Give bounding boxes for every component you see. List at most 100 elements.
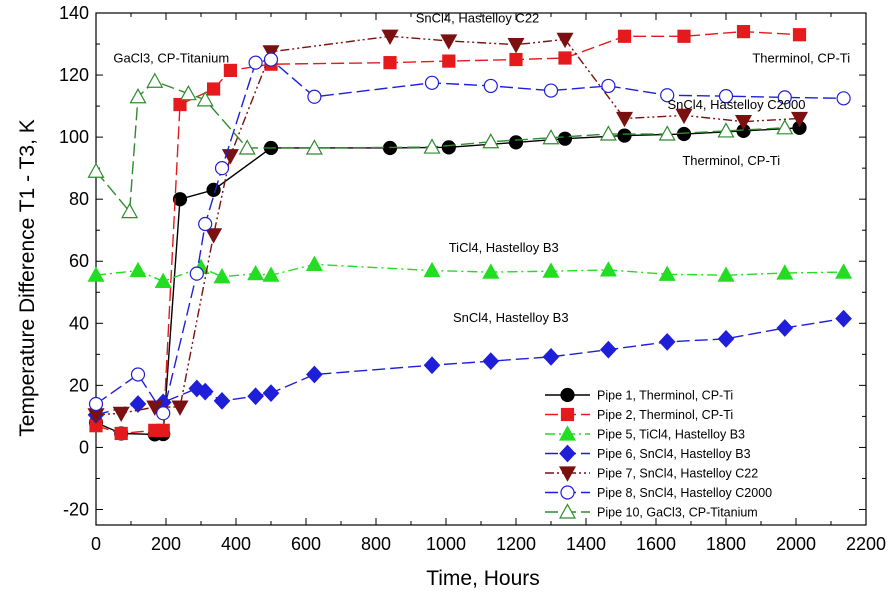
data-point <box>717 329 735 348</box>
annotation-label: Therminol, CP-Ti <box>752 51 850 66</box>
legend-entry: Pipe 7, SnCl4, Hastelloy C22 <box>545 466 758 482</box>
data-point <box>129 395 147 413</box>
annotation-label: GaCl3, CP-Titanium <box>113 51 229 66</box>
series-line <box>95 80 785 214</box>
y-tick-label: -20 <box>63 499 89 519</box>
data-point <box>558 51 572 65</box>
x-tick-label: 400 <box>221 534 251 554</box>
annotation-layer: SnCl4, Hastelloy C22 GaCl3, CP-Titanium Th… <box>113 10 850 324</box>
data-point <box>87 162 105 178</box>
legend-marker <box>559 444 576 463</box>
data-point <box>601 78 616 94</box>
data-point <box>214 161 230 176</box>
data-point <box>263 52 279 67</box>
data-point <box>617 128 632 143</box>
data-point <box>213 268 231 284</box>
y-tick-label: 140 <box>59 3 89 23</box>
x-tick-label: 1800 <box>706 534 746 554</box>
data-point <box>717 266 735 282</box>
legend-marker <box>560 485 575 500</box>
data-point <box>154 272 172 289</box>
data-point <box>442 54 456 68</box>
data-point <box>87 266 105 282</box>
x-tick-label: 2200 <box>846 534 886 554</box>
data-point <box>156 406 171 421</box>
data-point <box>790 111 809 128</box>
legend: Pipe 1, Therminol, CP-Ti Pipe 2, Thermino… <box>545 387 772 520</box>
legend-marker <box>558 466 577 482</box>
legend-marker <box>560 407 575 422</box>
data-point <box>213 392 231 410</box>
data-point <box>508 135 524 150</box>
data-point <box>599 125 617 141</box>
data-point <box>717 122 735 138</box>
data-point <box>198 216 213 232</box>
plot-area: 0 200 400 600 800 1000 1200 1400 1600 1800 2000 220… <box>59 3 886 554</box>
legend-label: Pipe 1, Therminol, CP-Ti <box>597 389 733 403</box>
annotation-label: TiCl4, Hastelloy B3 <box>449 240 559 255</box>
annotation-label: Therminol, CP-Ti <box>682 153 780 168</box>
annotation-label: SnCl4, Hastelloy C22 <box>416 10 540 25</box>
data-point <box>542 262 560 278</box>
data-point <box>383 56 397 70</box>
data-point <box>238 139 256 155</box>
series-line <box>95 30 800 435</box>
data-point <box>247 264 265 281</box>
data-point <box>734 115 753 131</box>
data-point <box>423 261 441 278</box>
series-line <box>95 317 844 416</box>
data-point <box>658 265 676 281</box>
legend-entry: Pipe 10, GaCl3, CP-Titanium <box>545 503 758 520</box>
data-point <box>307 89 322 104</box>
annotation-label: SnCl4, Hastelloy B3 <box>453 310 569 325</box>
x-tick-label: 200 <box>151 534 181 554</box>
data-point <box>196 91 214 107</box>
data-point <box>173 97 187 112</box>
data-point <box>615 111 634 128</box>
data-point <box>129 261 147 278</box>
x-tick-label: 600 <box>291 534 321 554</box>
data-point <box>482 352 500 371</box>
legend-label: Pipe 8, SnCl4, Hastelloy C2000 <box>597 486 772 500</box>
data-point <box>776 264 794 280</box>
data-point <box>507 38 525 54</box>
data-point <box>130 367 146 382</box>
data-point <box>440 34 458 50</box>
series-line <box>95 263 844 283</box>
x-axis-title: Time, Hours <box>426 567 540 590</box>
data-point <box>262 266 280 282</box>
data-point <box>179 84 197 101</box>
data-point <box>736 25 751 39</box>
data-point <box>306 365 323 384</box>
x-tick-label: 1200 <box>496 534 536 554</box>
data-point <box>660 88 675 103</box>
data-point <box>205 228 223 244</box>
y-tick-label: 80 <box>69 189 89 209</box>
data-point <box>112 406 130 423</box>
x-tick-label: 2000 <box>776 534 816 554</box>
data-point <box>556 32 574 49</box>
data-point <box>776 119 794 135</box>
series-6 <box>88 52 851 421</box>
data-point <box>441 140 456 155</box>
data-point <box>129 88 147 104</box>
data-point <box>262 384 280 402</box>
data-point <box>718 89 734 104</box>
x-tick-label: 1400 <box>566 534 606 554</box>
data-point <box>121 202 139 219</box>
annotation-label: SnCl4, Hastelloy C2000 <box>667 97 805 112</box>
legend-entry: Pipe 6, SnCl4, Hastelloy B3 <box>545 444 751 463</box>
data-point <box>381 29 399 46</box>
data-point <box>482 263 500 279</box>
y-tick-label: 120 <box>59 65 89 85</box>
legend-entry: Pipe 2, Therminol, CP-Ti <box>545 407 733 422</box>
data-point <box>835 263 853 279</box>
data-point <box>172 192 188 207</box>
data-point <box>305 139 323 155</box>
data-point <box>675 108 693 125</box>
data-point <box>600 340 617 359</box>
data-point <box>223 63 237 78</box>
legend-entry: Pipe 8, SnCl4, Hastelloy C2000 <box>545 485 772 500</box>
data-point <box>248 55 263 70</box>
